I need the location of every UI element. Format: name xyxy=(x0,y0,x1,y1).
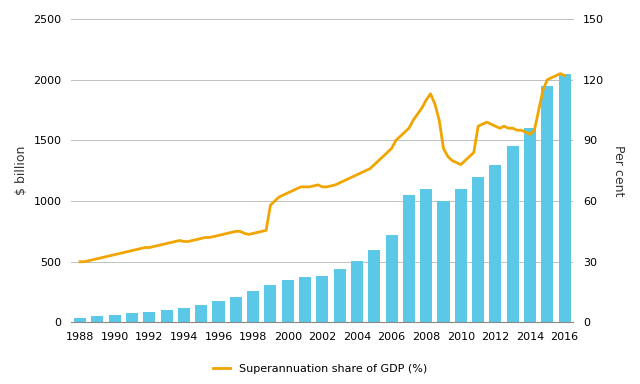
Bar xyxy=(161,310,173,323)
Y-axis label: Per cent: Per cent xyxy=(612,145,625,196)
Superannuation share of GDP (%) xyxy=(93,257,101,261)
Bar xyxy=(92,316,104,323)
Bar xyxy=(264,285,276,323)
Bar xyxy=(212,301,225,323)
Bar xyxy=(351,260,363,323)
Superannuation share of GDP (%) xyxy=(479,122,486,126)
Bar xyxy=(385,235,397,323)
Bar xyxy=(230,297,242,323)
Bar xyxy=(74,318,86,323)
Bar xyxy=(507,146,519,323)
Superannuation share of GDP (%) xyxy=(76,260,84,264)
Y-axis label: $ billion: $ billion xyxy=(15,146,28,195)
Bar xyxy=(403,195,415,323)
Bar xyxy=(282,280,294,323)
Bar xyxy=(195,305,207,323)
Bar xyxy=(541,86,554,323)
Superannuation share of GDP (%) xyxy=(526,132,534,137)
Bar xyxy=(126,313,138,323)
Bar xyxy=(333,269,346,323)
Superannuation share of GDP (%) xyxy=(89,257,97,262)
Bar xyxy=(524,128,536,323)
Bar xyxy=(472,177,484,323)
Bar xyxy=(455,189,467,323)
Bar xyxy=(490,165,502,323)
Bar xyxy=(299,278,311,323)
Legend: Superannuation share of GDP (%): Superannuation share of GDP (%) xyxy=(209,359,431,379)
Superannuation share of GDP (%) xyxy=(232,229,239,234)
Bar xyxy=(559,74,571,323)
Superannuation share of GDP (%) xyxy=(557,71,564,76)
Bar xyxy=(178,308,190,323)
Bar xyxy=(247,291,259,323)
Superannuation share of GDP (%) xyxy=(440,146,447,151)
Line: Superannuation share of GDP (%): Superannuation share of GDP (%) xyxy=(80,74,564,262)
Bar xyxy=(368,250,380,323)
Superannuation share of GDP (%) xyxy=(561,73,568,78)
Bar xyxy=(316,276,328,323)
Bar xyxy=(143,312,156,323)
Bar xyxy=(109,314,121,323)
Bar xyxy=(420,189,432,323)
Bar xyxy=(438,201,449,323)
